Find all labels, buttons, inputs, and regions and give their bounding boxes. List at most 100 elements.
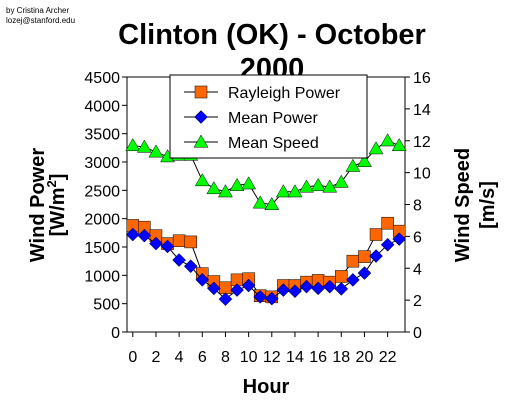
point-mean-speed [148,144,164,158]
point-mean-speed [310,177,326,191]
credit-author: by Cristina Archer [6,6,69,15]
point-mean-power [195,273,210,287]
point-rayleigh-power [335,270,348,283]
point-mean-power [230,283,244,297]
point-mean-power [392,232,407,246]
legend-label-mean-power: Mean Power [228,110,318,127]
left-y-axis-unit: [W/m2] [44,174,69,237]
point-mean-power [288,284,302,299]
left-y-tick-label: 1000 [84,268,120,285]
point-mean-power [346,273,360,287]
right-y-tick-label: 16 [413,70,431,87]
left-y-axis-label-main-group: Wind Power [27,148,49,262]
right-y-tick-label: 14 [413,102,431,119]
point-rayleigh-power [369,228,383,241]
x-axis-ticks: 0 2 4 6 8 10 12 14 16 18 20 22 [128,332,397,366]
legend: Rayleigh Power Mean Power Mean Speed [169,74,368,159]
left-y-tick-label: 0 [111,325,120,342]
point-mean-power [322,279,337,294]
left-y-tick-label: 4500 [84,70,120,87]
point-mean-power [218,292,233,306]
point-mean-power [369,249,383,263]
x-tick-label: 16 [309,349,327,366]
x-tick-label: 14 [286,349,304,366]
right-y-axis-label: Wind Speed [452,148,474,262]
left-y-tick-label: 4000 [84,98,120,115]
right-y-tick-label: 2 [413,293,422,310]
x-tick-label: 8 [221,349,230,366]
series-layer [125,133,407,306]
right-y-axis-unit-group: [m/s] [477,181,499,229]
point-mean-power [137,228,152,243]
legend-label-rayleigh-power: Rayleigh Power [228,85,341,102]
point-mean-speed [125,138,141,152]
point-mean-speed [368,141,384,155]
left-y-tick-label: 3000 [84,155,120,172]
right-y-tick-label: 6 [413,229,422,246]
point-mean-power [264,291,279,306]
point-mean-power [172,253,186,267]
point-mean-power [241,278,256,293]
left-y-tick-label: 2500 [84,183,120,200]
point-rayleigh-power [219,281,232,295]
point-mean-speed [206,181,222,195]
point-mean-speed [194,173,210,187]
point-mean-speed [252,195,268,209]
point-mean-power [125,227,140,242]
x-tick-label: 10 [240,349,258,366]
left-y-axis-unit-group: [W/m2] [44,174,69,237]
right-y-axis-unit: [m/s] [477,181,499,229]
left-y-unit-post: ] [47,174,69,181]
legend-label-mean-speed: Mean Speed [228,135,319,152]
point-mean-power [160,239,175,254]
left-y-axis-ticks: 0 500 1000 1500 2000 2500 3000 3500 4000 4500 [84,70,127,342]
point-mean-power [207,281,221,296]
x-tick-label: 18 [332,349,350,366]
left-y-axis-label: Wind Power [27,148,49,262]
left-y-unit-pre: [W/m [47,188,69,237]
right-y-axis-ticks: 0 2 4 6 8 10 12 14 16 [405,70,431,342]
point-mean-speed [287,184,303,198]
point-mean-power [334,282,349,296]
point-mean-power [311,281,325,296]
right-y-axis-label-main-group: Wind Speed [452,148,474,262]
legend-marker-mean-speed [193,134,209,148]
point-mean-speed [380,133,396,147]
x-tick-label: 20 [356,349,374,366]
chart-title-line1: Clinton (OK) - October [118,19,426,51]
right-y-tick-label: 8 [413,198,422,215]
point-rayleigh-power [184,235,197,249]
left-y-tick-label: 1500 [84,240,120,257]
x-tick-label: 6 [198,349,207,366]
left-y-tick-label: 500 [93,297,120,314]
point-mean-power [357,266,372,280]
point-mean-power [253,290,268,304]
point-mean-speed [218,184,233,198]
point-rayleigh-power [346,254,360,268]
x-tick-label: 0 [128,349,137,366]
left-y-unit-sup: 2 [44,180,59,187]
point-mean-speed [264,196,280,210]
right-y-tick-label: 12 [413,134,431,151]
point-rayleigh-power [358,250,371,263]
point-mean-power [183,259,198,274]
point-mean-power [299,279,314,294]
right-y-tick-label: 0 [413,325,422,342]
point-mean-speed [391,138,407,152]
point-mean-power [380,237,395,252]
point-mean-speed [241,176,257,190]
x-axis-label: Hour [243,376,290,398]
x-tick-label: 4 [175,349,184,366]
legend-marker-mean-power [194,110,208,124]
point-mean-speed [299,179,314,193]
right-y-tick-label: 10 [413,166,431,183]
point-mean-power [149,236,163,251]
point-rayleigh-power [381,216,394,230]
point-mean-speed [322,179,338,193]
x-tick-label: 12 [263,349,281,366]
point-mean-speed [136,139,152,153]
right-y-tick-label: 4 [413,261,422,278]
x-tick-label: 22 [379,349,397,366]
point-rayleigh-power [172,234,186,248]
